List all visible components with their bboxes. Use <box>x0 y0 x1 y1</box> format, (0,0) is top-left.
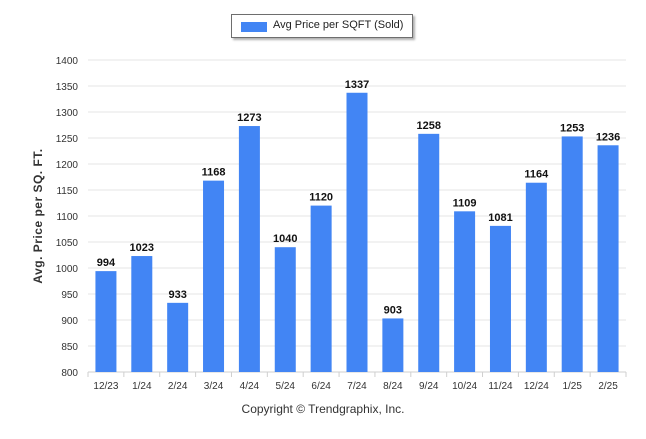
y-tick-label: 1050 <box>56 238 79 249</box>
y-tick-label: 1200 <box>56 160 79 171</box>
x-tick-label: 1/25 <box>562 381 582 392</box>
x-tick-label: 6/24 <box>311 381 331 392</box>
bar <box>346 92 368 372</box>
bar-data-label: 994 <box>97 257 116 269</box>
x-tick-label: 4/24 <box>240 381 260 392</box>
y-tick-label: 850 <box>61 342 78 353</box>
y-tick-label: 1350 <box>56 82 79 93</box>
x-tick-label: 1/24 <box>132 381 152 392</box>
bar-data-label: 1273 <box>237 112 261 124</box>
legend: Avg Price per SQFT (Sold) <box>231 14 413 38</box>
x-tick-label: 2/24 <box>168 381 188 392</box>
y-tick-label: 1000 <box>56 264 79 275</box>
copyright-credit: Copyright © Trendgraphix, Inc. <box>241 402 405 416</box>
bar-data-label: 1081 <box>488 212 512 224</box>
x-tick-label: 7/24 <box>347 381 367 392</box>
x-tick-label: 3/24 <box>204 381 224 392</box>
y-tick-label: 1400 <box>56 56 79 67</box>
bar <box>489 225 511 372</box>
x-tick-label: 10/24 <box>452 381 477 392</box>
x-tick-label: 2/25 <box>598 381 618 392</box>
bar <box>525 182 547 372</box>
bar-data-label: 903 <box>384 304 402 316</box>
bar-data-label: 1236 <box>596 131 620 143</box>
bar-data-label: 1109 <box>453 197 477 209</box>
y-tick-label: 1250 <box>56 134 79 145</box>
legend-label: Avg Price per SQFT (Sold) <box>273 19 404 31</box>
x-tick-label: 11/24 <box>488 381 513 392</box>
bar-data-label: 1168 <box>202 167 226 179</box>
bar <box>167 302 189 372</box>
bar <box>131 256 153 372</box>
y-tick-label: 1150 <box>56 186 78 197</box>
bar-data-label: 1253 <box>560 122 584 134</box>
bar <box>203 180 225 372</box>
x-tick-label: 5/24 <box>276 381 296 392</box>
bar-data-label: 1164 <box>524 169 549 181</box>
y-tick-label: 950 <box>61 290 78 301</box>
bar <box>454 211 476 372</box>
bar <box>418 133 440 372</box>
bar-data-label: 1120 <box>309 192 333 204</box>
bar <box>274 247 296 372</box>
bar <box>95 271 117 372</box>
bar <box>310 205 332 372</box>
bar-data-label: 933 <box>168 289 186 301</box>
y-tick-label: 1100 <box>56 212 78 223</box>
x-tick-label: 12/24 <box>524 381 549 392</box>
bar <box>597 145 619 372</box>
legend-swatch <box>241 22 267 32</box>
x-tick-label: 12/23 <box>93 381 118 392</box>
bar-data-label: 1337 <box>345 79 369 91</box>
y-axis-title-text: Avg. Price per SQ. FT. <box>31 148 45 284</box>
y-tick-label: 1300 <box>56 108 79 119</box>
bar-data-label: 1023 <box>130 242 154 254</box>
bar-data-label: 1258 <box>416 120 440 132</box>
y-tick-label: 800 <box>61 368 78 379</box>
bar <box>561 136 583 372</box>
x-tick-label: 8/24 <box>383 381 403 392</box>
bar-data-label: 1040 <box>273 233 297 245</box>
bar <box>382 318 404 372</box>
x-tick-label: 9/24 <box>419 381 439 392</box>
y-tick-label: 900 <box>61 316 78 327</box>
bar <box>238 126 260 372</box>
